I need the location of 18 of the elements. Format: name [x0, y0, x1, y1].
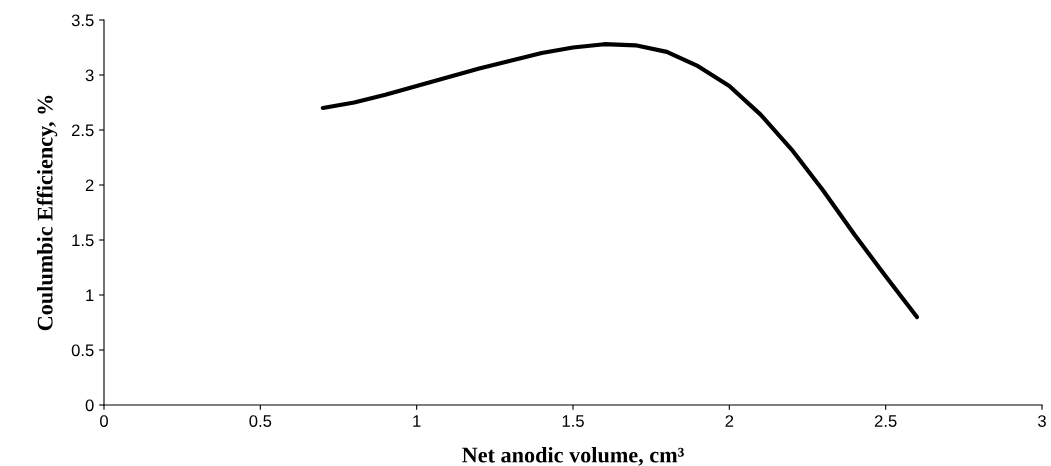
- x-tick-label: 3: [1038, 415, 1046, 427]
- y-tick-label: 2: [85, 179, 94, 192]
- x-tick-label: 2.5: [874, 415, 897, 427]
- y-tick-label: 0.5: [71, 344, 94, 357]
- x-tick-label: 1: [413, 415, 421, 427]
- y-tick-label: 3.5: [71, 14, 94, 27]
- x-tick-label: 0: [100, 415, 108, 427]
- y-tick-label: 2.5: [71, 124, 94, 137]
- y-tick-label: 0: [85, 399, 94, 412]
- x-axis-title: Net anodic volume, cm³: [462, 446, 684, 466]
- x-tick-label: 2: [725, 415, 734, 427]
- y-tick-label: 3: [85, 69, 94, 82]
- x-tick-label: 0.5: [249, 415, 272, 427]
- line-series: [320, 42, 920, 320]
- x-tick-label: 1.5: [562, 415, 584, 427]
- y-tick-label: 1: [86, 289, 94, 302]
- y-tick-label: 1.5: [72, 234, 94, 247]
- y-axis-title: Coulumbic Efficiency, %: [36, 95, 58, 331]
